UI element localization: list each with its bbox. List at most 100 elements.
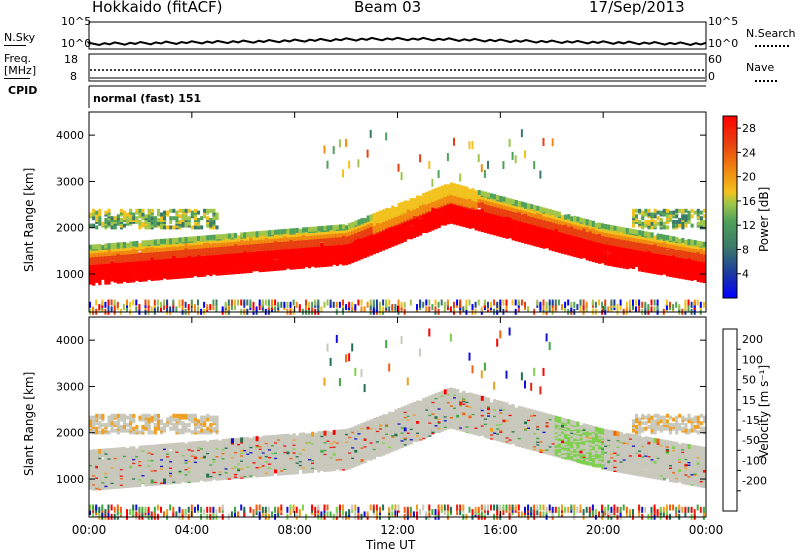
scatter-cell <box>434 199 438 205</box>
scatter-cell <box>385 226 389 232</box>
scatter-cell <box>443 211 447 217</box>
scatter-cell <box>323 225 327 231</box>
scatter-cell <box>129 208 133 213</box>
scatter-cell <box>110 242 114 248</box>
scatter-cell <box>594 222 598 228</box>
scatter-cell <box>369 236 373 242</box>
scatter-cell <box>271 252 275 257</box>
scatter-cell <box>320 250 324 256</box>
scatter-cell <box>372 299 375 306</box>
scatter-cell <box>412 213 416 219</box>
scatter-cell <box>338 139 341 148</box>
scatter-cell <box>209 221 213 226</box>
scatter-cell <box>237 265 241 271</box>
scatter-cell <box>527 203 531 209</box>
scatter-cell <box>252 301 255 308</box>
scatter-cell <box>564 243 568 249</box>
scatter-cell <box>122 304 125 311</box>
scatter-cell <box>178 272 182 278</box>
scatter-cell <box>107 299 110 306</box>
scatter-cell <box>178 219 182 224</box>
scatter-cell <box>230 299 233 306</box>
scatter-cell <box>530 204 534 210</box>
scatter-cell <box>397 232 401 238</box>
scatter-cell <box>92 306 95 313</box>
scatter-cell <box>280 301 283 308</box>
scatter-cell <box>200 216 204 221</box>
scatter-cell <box>206 216 210 221</box>
scatter-cell <box>249 258 253 264</box>
scatter-cell <box>224 236 228 242</box>
scatter-cell <box>190 299 193 306</box>
scatter-cell <box>243 232 247 238</box>
scatter-cell <box>126 212 130 217</box>
scatter-cell <box>190 263 194 269</box>
scatter-cell <box>483 169 486 178</box>
scatter-cell <box>261 230 265 236</box>
scatter-cell <box>375 223 379 229</box>
scatter-cell <box>95 263 99 269</box>
scatter-cell <box>419 154 422 163</box>
scatter-cell <box>147 225 151 230</box>
scatter-cell <box>255 264 259 270</box>
scatter-cell <box>422 221 426 227</box>
scatter-cell <box>514 211 518 217</box>
scatter-cell <box>434 215 438 221</box>
scatter-cell <box>527 306 530 313</box>
scatter-cell <box>314 226 318 232</box>
scatter-cell <box>542 304 545 311</box>
scatter-cell <box>406 230 410 236</box>
scatter-cell <box>141 212 145 217</box>
scatter-cell <box>89 244 93 250</box>
scatter-cell <box>382 215 386 221</box>
scatter-cell <box>172 306 175 313</box>
scatter-cell <box>283 254 287 260</box>
scatter-cell <box>564 306 567 313</box>
scatter-cell <box>554 227 558 233</box>
scatter-cell <box>345 234 349 240</box>
scatter-cell <box>129 263 133 269</box>
scatter-cell <box>308 239 312 245</box>
scatter-cell <box>178 299 181 306</box>
scatter-cell <box>169 306 172 313</box>
scatter-cell <box>446 205 450 211</box>
scatter-cell <box>150 208 154 213</box>
scatter-cell <box>301 232 305 238</box>
scatter-cell <box>397 218 401 224</box>
scatter-cell <box>453 214 457 220</box>
scatter-cell <box>311 226 315 232</box>
scatter-cell <box>403 200 407 206</box>
scatter-cell <box>502 212 506 218</box>
scatter-cell <box>428 194 432 200</box>
scatter-cell <box>289 246 293 252</box>
scatter-cell <box>539 206 543 212</box>
scatter-cell <box>388 224 392 230</box>
scatter-cell <box>187 261 191 267</box>
scatter-cell <box>227 299 230 306</box>
scatter-cell <box>499 195 503 201</box>
scatter-cell <box>175 237 179 243</box>
scatter-cell <box>323 249 327 254</box>
scatter-cell <box>184 208 188 213</box>
scatter-cell <box>227 249 231 254</box>
scatter-cell <box>212 304 215 311</box>
scatter-cell <box>119 266 123 272</box>
scatter-cell <box>582 218 586 224</box>
scatter-cell <box>499 299 502 306</box>
scatter-cell <box>283 228 287 234</box>
scatter-cell <box>172 237 176 243</box>
scatter-cell <box>203 264 207 269</box>
scatter-cell <box>517 216 521 222</box>
scatter-cell <box>369 304 372 311</box>
scatter-cell <box>385 241 389 247</box>
scatter-cell <box>132 267 136 273</box>
scatter-cell <box>153 306 156 313</box>
scatter-cell <box>215 234 219 240</box>
scatter-cell <box>505 229 509 235</box>
scatter-cell <box>292 252 296 258</box>
scatter-cell <box>289 244 293 249</box>
scatter-cell <box>453 137 455 146</box>
scatter-cell <box>573 215 577 221</box>
scatter-cell <box>363 246 367 252</box>
